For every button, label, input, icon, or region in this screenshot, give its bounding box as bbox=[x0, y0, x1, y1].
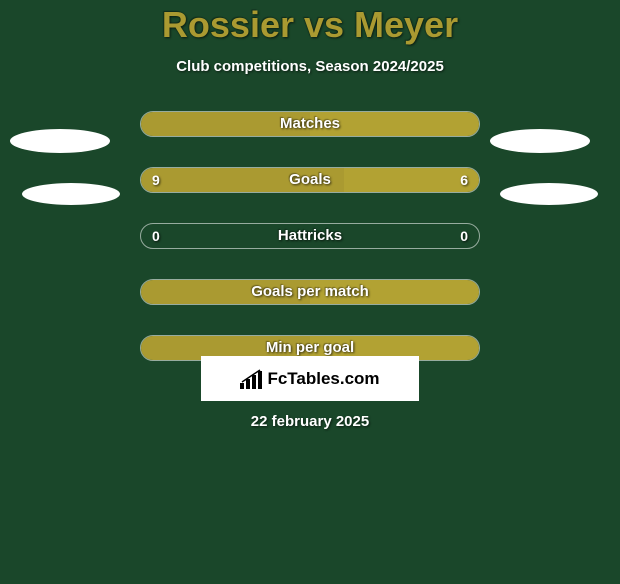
decorative-oval bbox=[490, 129, 590, 153]
stat-value-left: 9 bbox=[152, 167, 160, 193]
stat-bar-left-fill bbox=[141, 168, 344, 192]
stat-bar-right-fill bbox=[310, 280, 479, 304]
stat-bar-left-fill bbox=[141, 112, 310, 136]
stat-value-right: 0 bbox=[460, 223, 468, 249]
stat-bar-track bbox=[140, 167, 480, 193]
stat-bar-track bbox=[140, 279, 480, 305]
stat-bar-left-fill bbox=[141, 280, 310, 304]
stat-bar-track bbox=[140, 223, 480, 249]
fctables-logo-card: FcTables.com bbox=[201, 356, 419, 401]
decorative-oval bbox=[10, 129, 110, 153]
date-text: 22 february 2025 bbox=[0, 413, 620, 430]
page-subtitle: Club competitions, Season 2024/2025 bbox=[0, 58, 620, 75]
decorative-oval bbox=[500, 183, 598, 205]
decorative-oval bbox=[22, 183, 120, 205]
stat-value-left: 0 bbox=[152, 223, 160, 249]
stat-row: Hattricks00 bbox=[0, 223, 620, 249]
page-title: Rossier vs Meyer bbox=[0, 4, 620, 46]
stat-bar-track bbox=[140, 111, 480, 137]
stat-bar-right-fill bbox=[310, 112, 479, 136]
stat-bar-right-fill bbox=[344, 168, 479, 192]
fctables-logo-text: FcTables.com bbox=[267, 369, 379, 389]
bars-icon bbox=[240, 369, 264, 389]
stat-row: Goals per match bbox=[0, 279, 620, 305]
stat-value-right: 6 bbox=[460, 167, 468, 193]
fctables-logo: FcTables.com bbox=[240, 369, 379, 389]
